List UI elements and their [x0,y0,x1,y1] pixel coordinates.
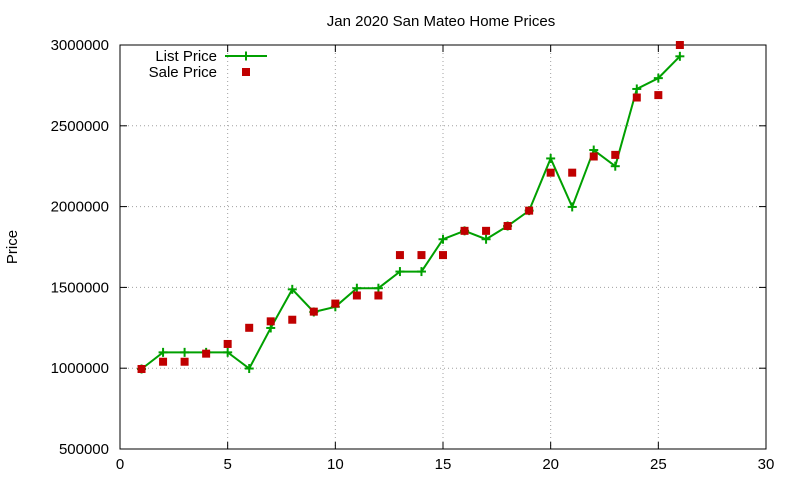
sale-price-point [611,150,620,159]
series-sale-price [137,41,684,374]
sale-price-point [675,41,684,49]
axis-ticks [119,44,767,450]
list-price-point [244,364,254,374]
list-price-point [546,153,556,163]
x-tick-label: 20 [542,456,559,473]
legend-marker-list-price [241,51,251,61]
list-price-point [438,234,448,244]
sale-price-point [482,226,491,235]
sale-price-point [374,291,383,300]
legend-label-list-price: List Price [155,48,217,65]
y-tick-label: 3000000 [51,37,109,54]
sale-price-point [352,291,361,300]
list-price-point [223,347,233,357]
list-price-point [632,84,642,94]
x-tick-labels: 0 5 10 15 20 25 30 [116,456,775,473]
sale-price-point [460,226,469,235]
sale-price-point [202,349,211,358]
sale-price-point [288,315,297,324]
x-tick-label: 25 [650,456,667,473]
sale-price-point [632,93,641,102]
sale-price-point [503,221,512,230]
x-tick-label: 0 [116,456,124,473]
x-tick-label: 5 [223,456,231,473]
list-price-point [610,161,620,171]
chart-title: Jan 2020 San Mateo Home Prices [327,13,555,30]
sale-price-point [589,152,598,161]
sale-price-point [331,299,340,308]
y-tick-label: 1000000 [51,360,109,377]
sale-price-point [266,317,275,326]
list-price-point [158,347,168,357]
list-price-point [180,347,190,357]
sale-price-point [309,307,318,316]
list-price-point [287,284,297,294]
sale-price-point [439,251,447,260]
list-price-point [675,51,685,61]
x-tick-label: 30 [758,456,775,473]
y-tick-label: 1500000 [51,279,109,296]
x-tick-label: 15 [435,456,452,473]
list-price-point [653,73,663,83]
grid [120,45,766,449]
series-list-price [137,51,685,374]
list-price-point [567,202,577,212]
y-tick-label: 2500000 [51,118,109,135]
sale-price-point [525,206,534,215]
sale-price-point [546,168,555,177]
sale-price-point [180,357,189,366]
sale-price-point [417,251,426,260]
y-tick-label: 500000 [59,441,109,458]
legend-marker-sale-price [242,68,250,76]
legend-label-sale-price: Sale Price [149,64,217,81]
list-price-point [395,267,405,277]
y-tick-labels: 500000 1000000 1500000 2000000 2500000 300000… [51,37,109,458]
x-tick-label: 10 [327,456,344,473]
sale-price-point [137,365,146,374]
list-price-point [352,283,362,293]
list-price-point [373,283,383,293]
sale-price-point [654,91,663,100]
sale-price-point [245,323,254,332]
sale-price-point [223,339,232,348]
sale-price-point [395,251,404,260]
list-price-point [481,234,491,244]
y-tick-label: 2000000 [51,199,109,216]
sale-price-point [568,168,577,177]
series-layer [137,41,685,374]
list-price-point [416,267,426,277]
list-price-line [140,55,681,371]
y-axis-label: Price [4,230,21,264]
sale-price-point [159,357,168,366]
